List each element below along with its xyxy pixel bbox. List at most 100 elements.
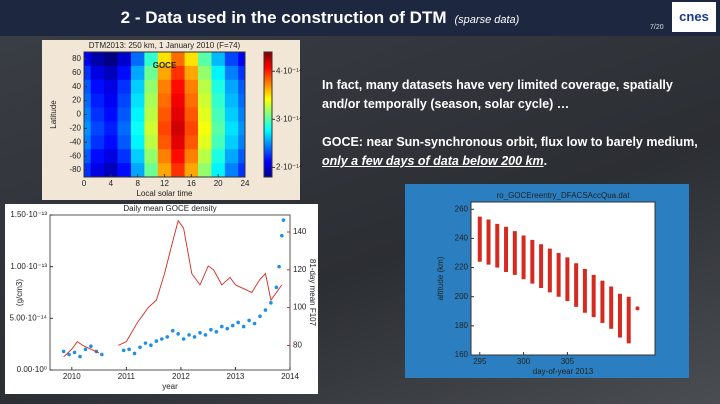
point — [635, 306, 640, 311]
x-tick-label: 24 — [241, 179, 250, 188]
y-tick-label: 0 — [77, 110, 82, 119]
heat-cell — [184, 52, 199, 67]
heat-cell — [90, 107, 105, 122]
heat-cell — [184, 121, 199, 136]
y-tick-label: 1.00·10⁻¹³ — [10, 262, 47, 271]
point — [280, 233, 284, 238]
heat-cell — [198, 107, 212, 122]
x-tick-label: 8 — [135, 179, 140, 188]
heat-cell — [104, 107, 118, 122]
y-tick-label: 160 — [455, 350, 469, 359]
x-axis-label: year — [162, 382, 178, 391]
chart-title: ro_GOCEreentry_DFACSAccQua.dat — [497, 191, 631, 200]
point — [203, 333, 208, 337]
heat-cell — [117, 163, 132, 178]
point — [269, 301, 273, 305]
colorbar — [263, 51, 273, 178]
heat-cell — [90, 121, 105, 136]
heat-cell — [130, 135, 145, 150]
heat-cell — [157, 135, 172, 150]
heat-cell — [117, 93, 132, 108]
chart-title: DTM2013: 250 km, 1 January 2010 (F=74) — [89, 41, 241, 50]
heat-cell — [117, 149, 132, 164]
heat-cell — [184, 65, 199, 81]
panel — [5, 204, 318, 394]
heat-cell — [104, 163, 118, 178]
heat-cell — [90, 79, 105, 95]
x-tick-label: 20 — [214, 179, 223, 188]
heat-cell — [171, 149, 186, 164]
point — [67, 352, 71, 357]
title-text: 2 - Data used in the construction of DTM — [120, 8, 447, 27]
paragraph: In fact, many datasets have very limited… — [322, 78, 673, 111]
heat-cell — [238, 121, 246, 136]
heat-cell — [117, 52, 132, 67]
heat-cell — [198, 135, 212, 150]
heat-cell — [171, 93, 186, 108]
heat-cell — [130, 79, 145, 95]
y-tick-label: 0.00·10⁰ — [17, 365, 47, 374]
heat-cell — [211, 93, 226, 108]
heat-cell — [144, 121, 159, 136]
heat-cell — [84, 65, 92, 81]
point — [176, 332, 180, 336]
heat-cell — [117, 121, 132, 136]
y2-tick-label: 140 — [293, 227, 307, 236]
point — [230, 323, 235, 328]
y-tick-label: 40 — [72, 82, 81, 91]
heat-cell — [238, 93, 246, 108]
heat-cell — [238, 107, 246, 122]
point — [181, 337, 186, 341]
heat-cell — [84, 93, 92, 108]
heat-cell — [184, 79, 199, 95]
heat-cell — [90, 65, 105, 81]
heat-cell — [84, 149, 92, 164]
heat-cell — [211, 79, 226, 95]
heat-cell — [104, 121, 118, 136]
heat-cell — [157, 149, 172, 164]
plot-frame — [49, 214, 291, 371]
y-tick-label: 60 — [72, 68, 81, 77]
heat-cell — [211, 149, 226, 164]
heat-cell — [84, 79, 92, 95]
point — [198, 331, 202, 335]
x-axis-label: day-of-year 2013 — [533, 367, 594, 376]
point — [132, 351, 137, 356]
point — [89, 344, 93, 349]
heat-cell — [171, 107, 186, 122]
point — [83, 347, 88, 352]
y-tick-label: 80 — [72, 54, 81, 63]
heat-cell — [130, 65, 145, 81]
point — [263, 308, 268, 312]
point — [241, 324, 246, 329]
y2-tick-label: 120 — [293, 265, 307, 274]
heat-cell — [198, 52, 212, 67]
x-tick-label: 12 — [160, 179, 169, 188]
heat-cell — [130, 93, 145, 108]
annotation: GOCE — [153, 61, 177, 70]
heat-cell — [144, 52, 159, 67]
heat-cell — [130, 121, 145, 136]
y-axis-label: Latitude — [49, 100, 58, 129]
heat-cell — [90, 52, 105, 67]
heat-cell — [104, 65, 118, 81]
point — [121, 348, 126, 353]
point — [274, 285, 279, 290]
heat-cell — [211, 107, 226, 122]
heat-cell — [224, 121, 239, 136]
point — [209, 327, 213, 332]
heat-cell — [157, 79, 172, 95]
heat-cell — [238, 149, 246, 164]
point — [277, 264, 281, 269]
heat-cell — [184, 163, 199, 178]
heat-cell — [198, 93, 212, 108]
point — [143, 341, 148, 345]
x-tick-label: 295 — [473, 357, 487, 366]
y-tick-label: 180 — [455, 321, 469, 330]
point — [258, 314, 262, 319]
heat-cell — [224, 135, 239, 150]
emphasis: only a few days of data below 200 km — [322, 154, 544, 168]
heat-cell — [144, 107, 159, 122]
heat-cell — [157, 163, 172, 178]
logo: cnes — [672, 2, 716, 32]
